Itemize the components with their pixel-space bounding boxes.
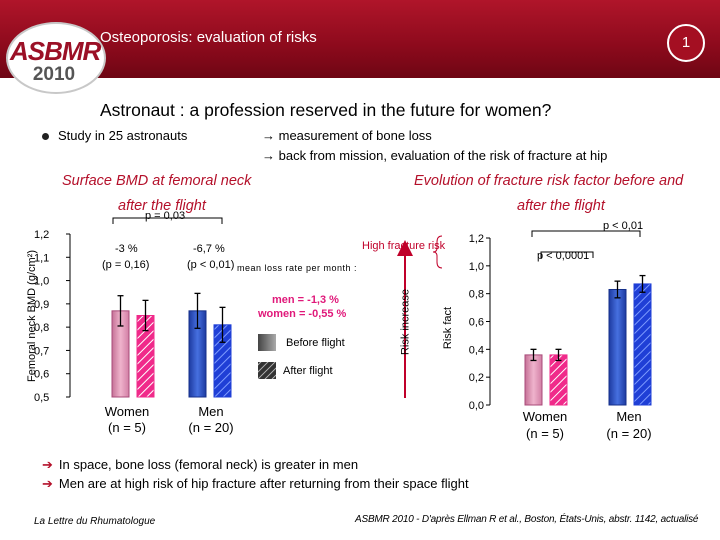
main-title: Astronaut : a profession reserved in the…	[100, 100, 552, 120]
men-change: -6,7 %	[193, 243, 225, 255]
left-p-bracket	[112, 217, 223, 224]
conclusion-2-text: Men are at high risk of hip fracture aft…	[58, 476, 469, 491]
y-tick-label: 0,8	[469, 289, 484, 301]
women-rate: women = -0,55 %	[258, 308, 347, 320]
bar-women-before	[524, 354, 543, 406]
arrow-right-icon: ➔	[42, 476, 53, 491]
slide-title: Osteoporosis: evaluation of risks	[100, 29, 317, 46]
y-tick-label: 1,2	[34, 229, 49, 241]
conclusion-1-text: In space, bone loss (femoral neck) is gr…	[58, 457, 359, 472]
y-tick-label: 0,6	[469, 317, 484, 329]
risk-increase-label: Risk increase	[399, 288, 412, 356]
men-p: (p < 0,01)	[187, 259, 235, 271]
risk-increase-wrap: Risk increase	[398, 250, 412, 398]
arrow-line-2: → back from mission, evaluation of the r…	[262, 148, 608, 163]
right-cat-men: Men	[616, 409, 642, 424]
legend-before: Before flight	[286, 337, 345, 349]
women-change: -3 %	[115, 243, 138, 255]
women-p: (p = 0,16)	[102, 259, 150, 271]
right-cat-women: Women	[522, 409, 568, 424]
left-section-title-2: after the flight	[118, 198, 206, 214]
bar-men-before	[608, 288, 627, 406]
footer-right: ASBMR 2010 - D'après Ellman R et al., Bo…	[355, 514, 699, 525]
risk-fact-wrap: Risk fact	[442, 300, 456, 360]
bullet-study: Study in 25 astronauts	[42, 128, 187, 143]
left-cat-women: Women	[104, 404, 150, 419]
y-tick-label: 1,2	[469, 233, 484, 245]
y-tick-label: 0,2	[469, 372, 484, 384]
y-tick-label: 0,7	[34, 345, 49, 357]
left-y-ticks: 1,2 1,1 1,0 0,9 0,8 0,7 0,6 0,5	[34, 229, 70, 404]
conclusion-2: ➔ Men are at high risk of hip fracture af…	[42, 476, 469, 492]
bar-women-after	[549, 354, 568, 406]
bullet-text: Study in 25 astronauts	[58, 128, 188, 143]
right-section-title-2: after the flight	[517, 198, 605, 214]
left-cat-men-n: (n = 20)	[188, 420, 234, 435]
right-p-value: p < 0,01	[603, 220, 644, 232]
left-y-label: Femoral neck BMD (g/cm²)	[26, 249, 38, 383]
left-section-title: Surface BMD at femoral neck	[62, 173, 252, 189]
risk-fact-label: Risk fact	[442, 306, 454, 350]
left-cat-men: Men	[198, 404, 224, 419]
legend-after-swatch	[258, 362, 276, 379]
y-tick-label: 0,0	[469, 400, 484, 412]
bullet-dot-icon	[42, 133, 49, 141]
header-banner	[0, 0, 720, 78]
y-tick-label: 0,9	[34, 299, 49, 311]
right-section-title: Evolution of fracture risk factor before…	[414, 173, 684, 189]
y-tick-label: 0,4	[469, 344, 484, 356]
legend-before-swatch	[258, 334, 276, 351]
left-bars	[111, 292, 232, 398]
y-tick-label: 0,5	[34, 392, 49, 404]
page-number: 1	[667, 24, 705, 62]
y-tick-label: 1,0	[34, 276, 49, 288]
logo-text: ASBMR	[10, 36, 101, 66]
logo-year: 2010	[32, 64, 76, 85]
mean-rate-label: mean loss rate per month :	[237, 263, 358, 273]
y-tick-label: 1,0	[469, 261, 484, 273]
y-tick-label: 1,1	[34, 252, 49, 264]
y-tick-label: 0,8	[34, 322, 49, 334]
bar-men-after	[633, 283, 652, 406]
footer-left: La Lettre du Rhumatologue	[34, 516, 156, 527]
asbmr-logo	[6, 22, 106, 94]
left-p-value: p = 0,03	[145, 210, 186, 222]
right-cat-men-n: (n = 20)	[606, 426, 652, 441]
y-tick-label: 0,6	[34, 369, 49, 381]
men-rate: men = -1,3 %	[272, 294, 339, 306]
men-p-bracket	[540, 251, 594, 258]
legend-after: After flight	[283, 365, 333, 377]
conclusion-1: ➔ In space, bone loss (femoral neck) is g…	[42, 457, 358, 473]
right-cat-women-n: (n = 5)	[526, 426, 564, 441]
arrow-line-1: → measurement of bone loss	[262, 128, 432, 143]
right-p-bracket	[531, 230, 641, 237]
arrow-right-icon: ➔	[42, 457, 53, 472]
men-p-value: p < 0,0001	[537, 250, 590, 262]
left-cat-women-n: (n = 5)	[108, 420, 146, 435]
right-y-ticks: 1,2 1,0 0,8 0,6 0,4 0,2 0,0	[469, 233, 490, 412]
brace-icon	[432, 235, 443, 269]
high-risk-label: High fracture risk	[362, 240, 446, 252]
left-y-label-wrap: Femoral neck BMD (g/cm²)	[22, 238, 38, 398]
right-bars	[524, 274, 652, 406]
